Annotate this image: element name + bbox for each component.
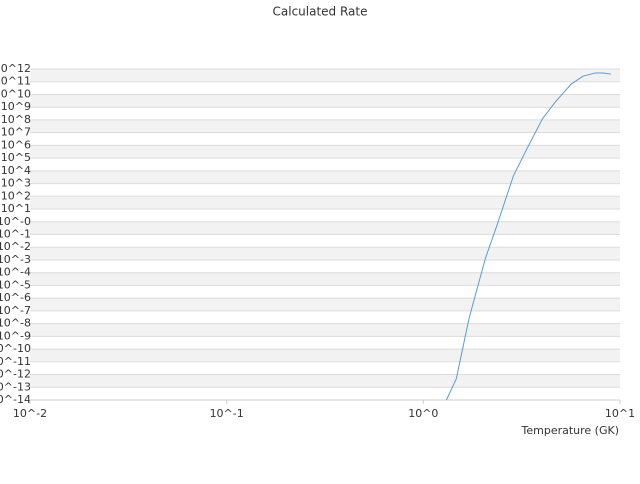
grid-band	[30, 323, 620, 337]
y-tick-label: 10^-12	[0, 368, 31, 381]
y-tick-label: 10^10	[0, 87, 31, 100]
grid	[30, 68, 620, 401]
grid-band	[30, 145, 620, 159]
grid-band	[30, 247, 620, 260]
y-tick-label: 10^-10	[0, 342, 31, 355]
y-tick-label: 10^-8	[0, 317, 31, 330]
y-tick-label: 10^-4	[0, 266, 31, 279]
y-tick-label: 10^-14	[0, 393, 31, 406]
y-tick-label: 10^8	[1, 113, 31, 126]
y-tick-label: 10^2	[1, 189, 31, 202]
y-tick-label: 10^-6	[0, 291, 31, 304]
grid-band	[30, 221, 620, 235]
y-tick-label: 10^6	[1, 138, 31, 151]
y-tick-label: 10^12	[0, 62, 31, 75]
x-tick-label: 10^-1	[210, 407, 244, 420]
grid-band	[30, 272, 620, 286]
x-axis-label: Temperature (GK)	[521, 424, 620, 437]
grid-band	[30, 170, 620, 184]
grid-band	[30, 69, 620, 82]
grid-band	[30, 94, 620, 108]
y-tick-label: 10^-1	[0, 228, 31, 241]
y-tick-label: 10^-9	[0, 329, 31, 342]
y-tick-label: 10^-13	[0, 380, 31, 393]
y-tick-label: 10^-2	[0, 240, 31, 253]
y-tick-label: 10^-0	[0, 215, 31, 228]
y-tick-label: 10^5	[1, 151, 31, 164]
grid-band	[30, 374, 620, 388]
y-tick-label: 10^9	[1, 100, 31, 113]
y-tick-label: 10^1	[1, 202, 31, 215]
y-tick-label: 10^3	[1, 177, 31, 190]
x-tick-label: 10^-2	[13, 407, 47, 420]
y-tick-label: 10^-11	[0, 355, 31, 368]
grid-band	[30, 119, 620, 133]
x-tick-label: 10^0	[408, 407, 438, 420]
y-tick-label: 10^7	[1, 126, 31, 139]
y-tick-label: 10^-5	[0, 278, 31, 291]
grid-band	[30, 298, 620, 311]
x-tick-label: 10^1	[605, 407, 635, 420]
y-tick-label: 10^-7	[0, 304, 31, 317]
y-tick-label: 10^4	[1, 164, 31, 177]
data-line	[445, 72, 612, 400]
grid-band	[30, 196, 620, 210]
y-tick-label: 10^-3	[0, 253, 31, 266]
chart-title: Calculated Rate	[273, 5, 368, 19]
y-tick-label: 10^11	[0, 75, 31, 88]
grid-band	[30, 349, 620, 362]
